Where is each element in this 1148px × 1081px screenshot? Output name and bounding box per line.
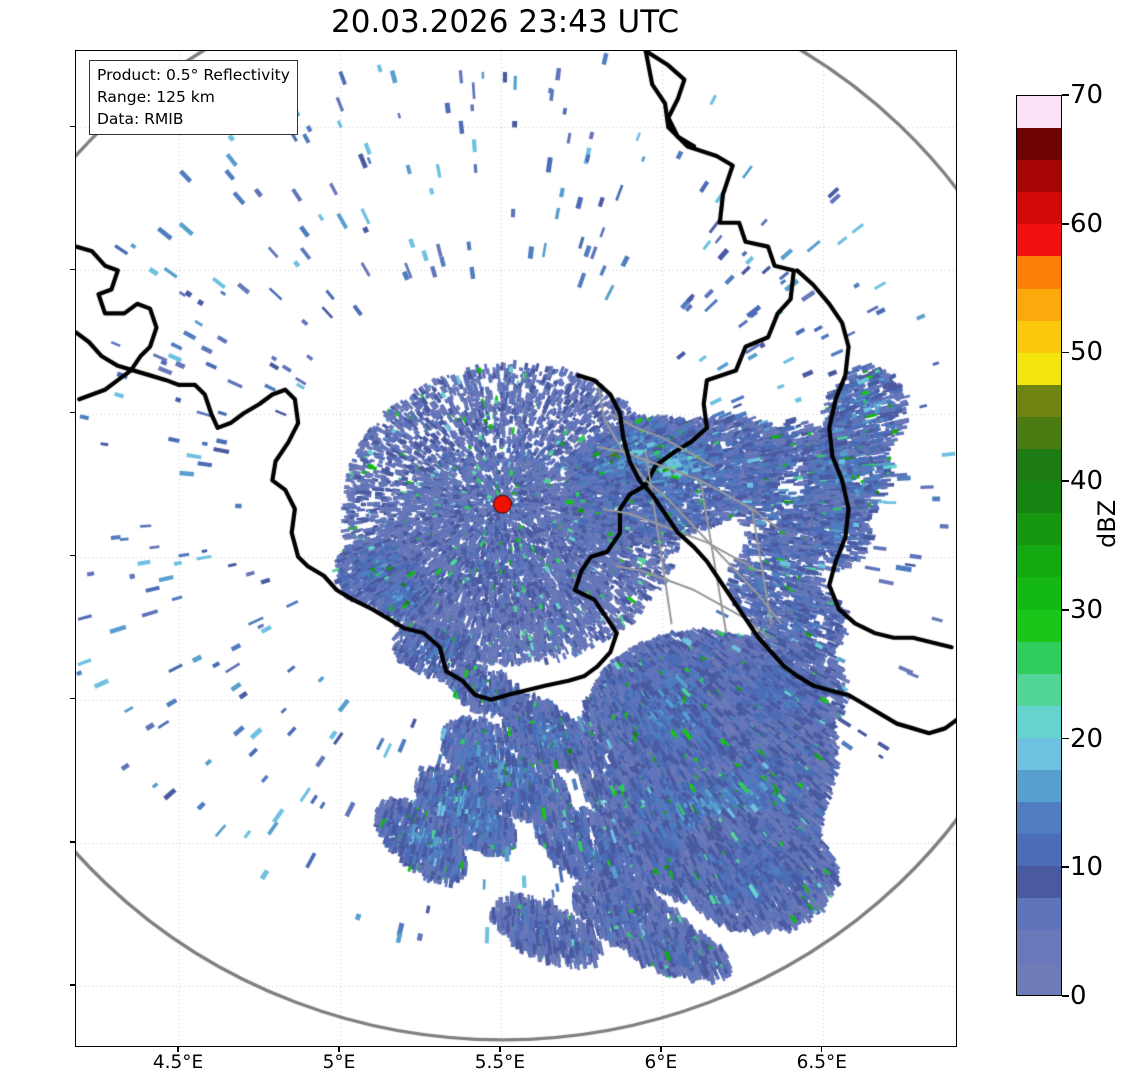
- colorbar-label: dBZ: [1093, 499, 1121, 548]
- longitude-tick-mark: [177, 1047, 179, 1052]
- colorbar-band: [1017, 384, 1061, 417]
- longitude-tick-mark: [499, 1047, 501, 1052]
- colorbar-tick-mark: [1062, 737, 1069, 740]
- colorbar-tick-mark: [1062, 222, 1069, 225]
- colorbar-band: [1017, 416, 1061, 450]
- colorbar-tick-mark: [1062, 609, 1069, 611]
- colorbar-band: [1017, 352, 1061, 385]
- colorbar-band: [1017, 577, 1061, 610]
- colorbar-tick-label: 10: [1070, 852, 1104, 883]
- info-product: Product: 0.5° Reflectivity: [97, 66, 290, 84]
- colorbar-tick-mark: [1062, 94, 1069, 96]
- radar-plot-area: Product: 0.5° Reflectivity Range: 125 km…: [75, 50, 957, 1047]
- radar-reflectivity-map: [76, 51, 956, 1046]
- colorbar-band: [1017, 834, 1061, 867]
- product-info-box: Product: 0.5° Reflectivity Range: 125 km…: [89, 60, 298, 135]
- colorbar-band: [1017, 449, 1061, 482]
- colorbar-tick-label: 60: [1070, 208, 1104, 239]
- longitude-tick-mark: [660, 1047, 662, 1052]
- colorbar-tick-label: 20: [1070, 723, 1104, 754]
- colorbar-band: [1017, 866, 1061, 899]
- longitude-tick-label: 6.5°E: [796, 1052, 847, 1073]
- colorbar-band: [1017, 224, 1061, 257]
- colorbar-band: [1017, 769, 1061, 803]
- colorbar-band: [1017, 288, 1061, 321]
- colorbar-tick-mark: [1062, 351, 1069, 354]
- longitude-tick-label: 4.5°E: [152, 1052, 204, 1073]
- longitude-tick-label: 5°E: [322, 1052, 356, 1073]
- longitude-tick-label: 6°E: [644, 1052, 678, 1073]
- colorbar-tick-mark: [1062, 866, 1069, 869]
- colorbar-band: [1017, 256, 1061, 289]
- colorbar-band: [1017, 673, 1061, 706]
- longitude-tick-label: 5.5°E: [474, 1052, 526, 1073]
- info-data-source: Data: RMIB: [97, 110, 184, 128]
- latitude-tick-mark: [70, 554, 75, 557]
- colorbar-band: [1017, 128, 1061, 161]
- colorbar-band: [1017, 641, 1061, 674]
- longitude-tick-mark: [338, 1047, 340, 1052]
- latitude-tick-mark: [70, 841, 75, 843]
- colorbar-band: [1017, 160, 1061, 193]
- colorbar-tick-mark: [1062, 995, 1069, 997]
- colorbar-band: [1017, 802, 1061, 835]
- latitude-tick-mark: [70, 411, 75, 414]
- colorbar-tick-mark: [1062, 480, 1069, 482]
- colorbar-tick-label: 30: [1070, 594, 1104, 625]
- colorbar-band: [1017, 96, 1061, 129]
- latitude-tick-mark: [70, 268, 75, 271]
- colorbar-band: [1017, 898, 1061, 931]
- longitude-tick-mark: [821, 1047, 823, 1052]
- page-title: 20.03.2026 23:43 UTC: [331, 4, 679, 40]
- colorbar-band: [1017, 545, 1061, 578]
- info-range: Range: 125 km: [97, 88, 215, 106]
- colorbar-tick-label: 40: [1070, 466, 1104, 497]
- colorbar-band: [1017, 320, 1061, 353]
- colorbar-band: [1017, 513, 1061, 546]
- latitude-tick-mark: [70, 125, 75, 128]
- colorbar-band: [1017, 705, 1061, 738]
- colorbar-band: [1017, 192, 1061, 225]
- colorbar-tick-label: 70: [1070, 80, 1104, 110]
- latitude-tick-mark: [70, 698, 75, 700]
- colorbar-band: [1017, 737, 1061, 770]
- colorbar: [1016, 95, 1062, 996]
- latitude-tick-mark: [70, 984, 75, 986]
- colorbar-band: [1017, 481, 1061, 514]
- colorbar-tick-label: 0: [1070, 981, 1087, 1011]
- colorbar-band: [1017, 930, 1061, 963]
- colorbar-band: [1017, 962, 1061, 995]
- colorbar-band: [1017, 609, 1061, 642]
- colorbar-tick-label: 50: [1070, 337, 1104, 368]
